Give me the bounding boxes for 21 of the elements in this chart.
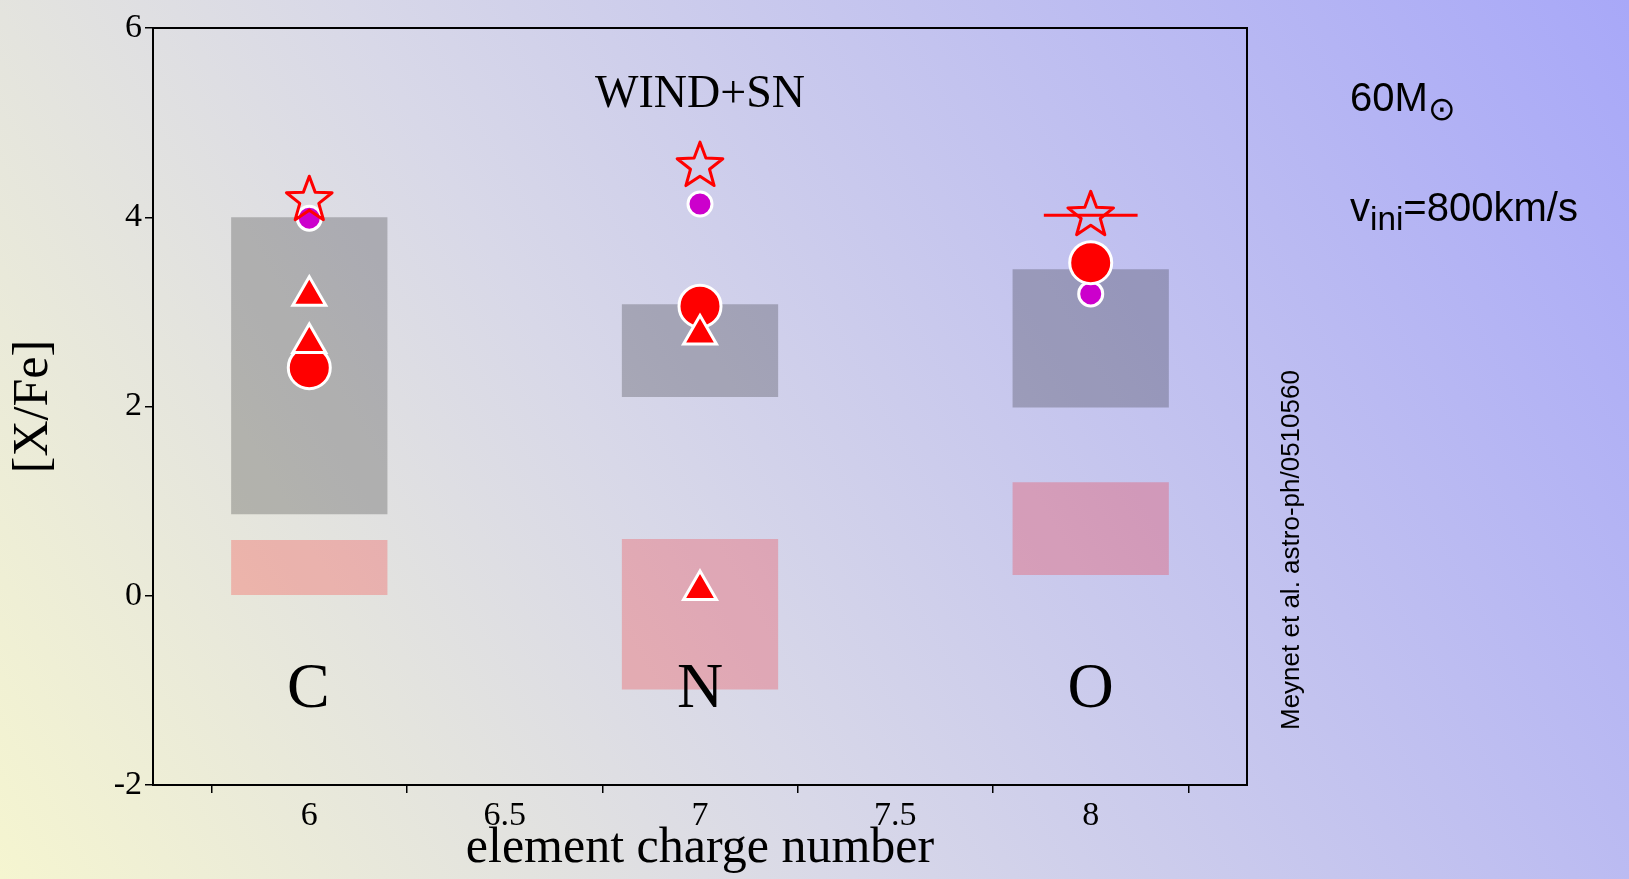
- y-tick-label: 0: [125, 574, 142, 612]
- y-axis-title: [X/Fe]: [2, 339, 59, 474]
- annotation: C: [287, 650, 330, 722]
- x-tick-label: 6: [300, 795, 318, 833]
- annotation: N: [676, 650, 724, 722]
- bar: [1012, 269, 1169, 408]
- bar: [231, 539, 388, 595]
- text: 60M$_{⊙}$: [1350, 75, 1456, 128]
- annotation: O: [1067, 650, 1114, 722]
- bar: [621, 304, 779, 398]
- y-tick-label: 4: [125, 196, 142, 234]
- bar: [1012, 482, 1169, 575]
- x-tick-label: 7: [691, 795, 709, 833]
- annotation: WIND+SN: [595, 65, 805, 117]
- x-tick-label: 8: [1082, 795, 1100, 833]
- bar: [231, 217, 388, 515]
- text: v$_{ini}$=800km/s: [1350, 185, 1578, 238]
- y-tick-label: 6: [125, 6, 142, 44]
- text: Meynet et al. astro-ph/0510560: [1275, 370, 1306, 730]
- y-tick-label: 2: [125, 385, 142, 423]
- y-tick-label: -2: [113, 763, 142, 801]
